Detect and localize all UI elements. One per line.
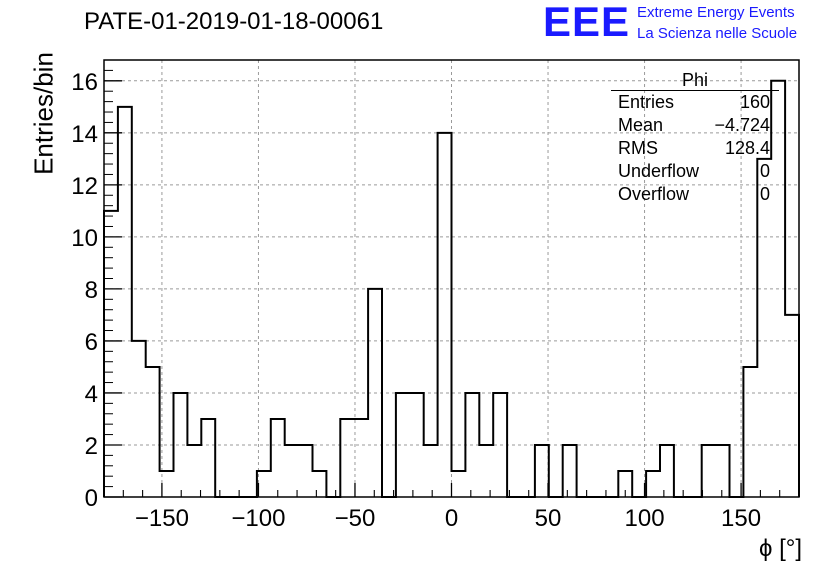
stats-box: Phi Entries 160 Mean −4.724 RMS 128.4 Un… (611, 70, 779, 206)
stats-label: Underflow (618, 161, 700, 181)
stats-value: −4.724 (714, 115, 770, 135)
stats-title: Phi (611, 70, 779, 91)
stats-row-overflow: Overflow 0 (611, 183, 779, 206)
x-tick-label: 50 (535, 505, 562, 532)
stats-label: Overflow (618, 184, 690, 204)
stats-value: 0 (759, 161, 770, 181)
stats-row-mean: Mean −4.724 (611, 114, 779, 137)
stats-value: 128.4 (724, 138, 770, 158)
logo-text-line-1: Extreme Energy Events (637, 4, 795, 21)
y-tick-label: 4 (85, 381, 98, 408)
stats-label: RMS (618, 138, 658, 158)
stats-label: Mean (618, 115, 664, 135)
y-tick-label: 8 (85, 277, 98, 304)
x-tick-label: −100 (231, 505, 285, 532)
x-axis-label: ϕ [°] (758, 535, 802, 562)
tick-labels: −150 −100 −50 0 50 100 150 0 2 4 6 8 10 12 14 16 (71, 69, 761, 532)
y-tick-label: 0 (85, 485, 98, 512)
x-tick-label: −150 (135, 505, 189, 532)
stats-value: 0 (759, 184, 770, 204)
x-tick-label: 100 (625, 505, 665, 532)
x-tick-label: −50 (335, 505, 376, 532)
x-tick-label: 0 (445, 505, 458, 532)
x-tick-label: 150 (721, 505, 761, 532)
eee-logo: EEE (543, 0, 631, 45)
y-axis-label: Entries/bin (28, 52, 59, 175)
y-tick-label: 12 (71, 173, 98, 200)
logo-text-line-2: La Scienza nelle Scuole (637, 25, 798, 42)
chart-title: PATE-01-2019-01-18-00061 (84, 8, 384, 35)
y-tick-label: 2 (85, 433, 98, 460)
stats-row-underflow: Underflow 0 (611, 160, 779, 183)
plot-frame (103, 59, 800, 498)
stats-value: 160 (739, 92, 770, 112)
y-tick-label: 6 (85, 329, 98, 356)
stats-label: Entries (618, 92, 675, 112)
y-tick-label: 16 (71, 69, 98, 96)
stats-row-rms: RMS 128.4 (611, 137, 779, 160)
y-tick-label: 10 (71, 225, 98, 252)
y-tick-label: 14 (71, 121, 98, 148)
stats-row-entries: Entries 160 (611, 91, 779, 114)
